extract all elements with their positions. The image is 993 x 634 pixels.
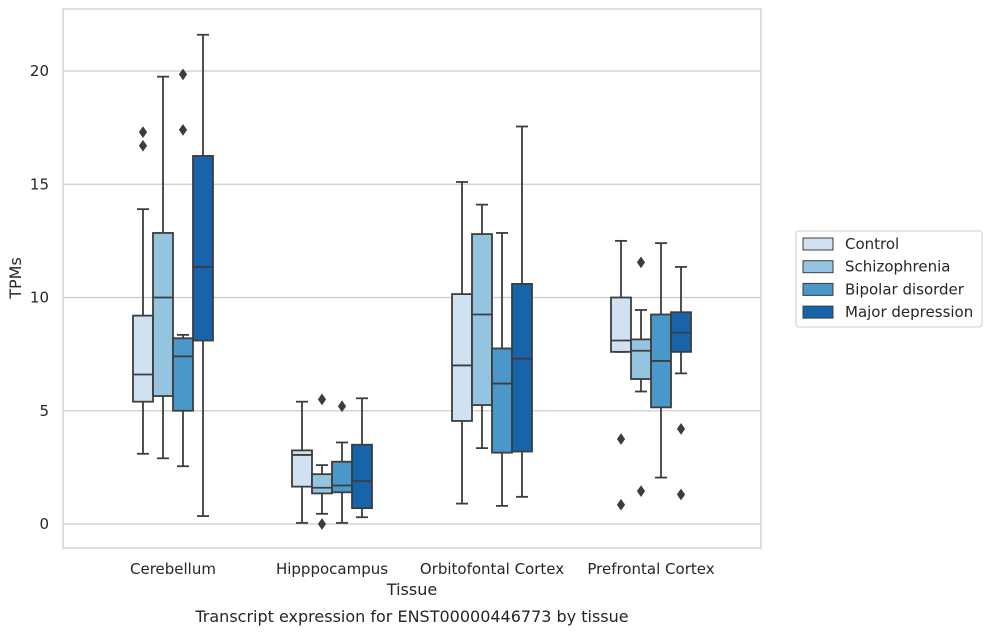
outlier-point bbox=[138, 126, 148, 139]
outlier-point bbox=[138, 139, 148, 152]
legend-item: Control bbox=[802, 235, 899, 253]
y-tick-label: 5 bbox=[39, 402, 49, 420]
x-tick-label: Hipppocampus bbox=[276, 560, 388, 578]
outlier-point bbox=[636, 485, 646, 498]
box-bipolar-disorder bbox=[331, 400, 353, 524]
box-schizophrenia bbox=[152, 75, 174, 460]
chart-caption: Transcript expression for ENST0000044677… bbox=[194, 607, 628, 626]
y-axis-ticks: 0 5 10 15 20 bbox=[30, 62, 49, 533]
legend-label: Bipolar disorder bbox=[845, 280, 965, 298]
box-major-depression bbox=[670, 266, 692, 501]
legend-item: Bipolar disorder bbox=[802, 280, 965, 298]
box-bipolar-disorder bbox=[172, 68, 194, 468]
x-tick-label: Cerebellum bbox=[130, 560, 216, 578]
box-control bbox=[451, 181, 473, 505]
y-axis-label: TPMs bbox=[6, 257, 25, 300]
y-tick-label: 20 bbox=[30, 62, 49, 80]
legend-item: Schizophrenia bbox=[802, 258, 950, 276]
box-schizophrenia bbox=[471, 203, 493, 450]
box-layer bbox=[132, 33, 692, 530]
legend-swatch bbox=[802, 260, 834, 274]
box-body bbox=[172, 337, 194, 412]
x-tick-label: Orbitofontal Cortex bbox=[420, 560, 564, 578]
outlier-point bbox=[616, 498, 626, 511]
outlier-point bbox=[317, 518, 327, 530]
legend-frame bbox=[795, 230, 983, 328]
x-axis-label: Tissue bbox=[386, 580, 437, 599]
outlier-point bbox=[676, 488, 686, 501]
box-body bbox=[311, 473, 333, 495]
y-tick-label: 0 bbox=[39, 515, 49, 533]
box-body bbox=[451, 293, 473, 422]
x-tick-label: Prefrontal Cortex bbox=[587, 560, 714, 578]
box-body bbox=[331, 460, 353, 494]
box-body bbox=[152, 232, 174, 397]
y-tick-label: 10 bbox=[30, 289, 49, 307]
outlier-point bbox=[676, 422, 686, 435]
box-body bbox=[351, 443, 373, 510]
legend-item: Major depression bbox=[802, 303, 973, 321]
box-body bbox=[192, 155, 214, 342]
box-body bbox=[491, 347, 513, 454]
box-major-depression bbox=[351, 397, 373, 519]
box-major-depression bbox=[192, 33, 214, 517]
legend-swatch bbox=[802, 305, 834, 319]
legend-label: Major depression bbox=[845, 303, 973, 321]
box-schizophrenia bbox=[311, 393, 333, 530]
box-bipolar-disorder bbox=[491, 232, 513, 507]
box-body bbox=[471, 233, 493, 406]
outlier-point bbox=[178, 124, 188, 136]
x-axis-ticks: Cerebellum Hipppocampus Orbitofontal Corte… bbox=[130, 560, 715, 578]
outlier-point bbox=[337, 400, 347, 413]
legend-label: Control bbox=[845, 235, 899, 253]
outlier-point bbox=[317, 393, 327, 406]
box-major-depression bbox=[511, 125, 533, 498]
legend-label: Schizophrenia bbox=[845, 258, 950, 276]
box-schizophrenia bbox=[630, 256, 652, 498]
box-control bbox=[610, 239, 632, 511]
legend-swatch bbox=[802, 237, 834, 251]
box-body bbox=[630, 338, 652, 380]
legend-swatch bbox=[802, 282, 834, 296]
box-body bbox=[511, 283, 533, 453]
box-body bbox=[610, 296, 632, 353]
box-control bbox=[132, 126, 154, 455]
box-body bbox=[132, 314, 154, 403]
box-body bbox=[291, 449, 313, 488]
y-tick-label: 15 bbox=[30, 175, 49, 193]
box-control bbox=[291, 400, 313, 524]
outlier-point bbox=[178, 68, 188, 81]
box-bipolar-disorder bbox=[650, 242, 672, 479]
outlier-point bbox=[636, 256, 646, 269]
outlier-point bbox=[616, 433, 626, 445]
plot-frame bbox=[62, 8, 762, 549]
legend: Control Schizophrenia Bipolar disorder Majo… bbox=[795, 230, 983, 328]
